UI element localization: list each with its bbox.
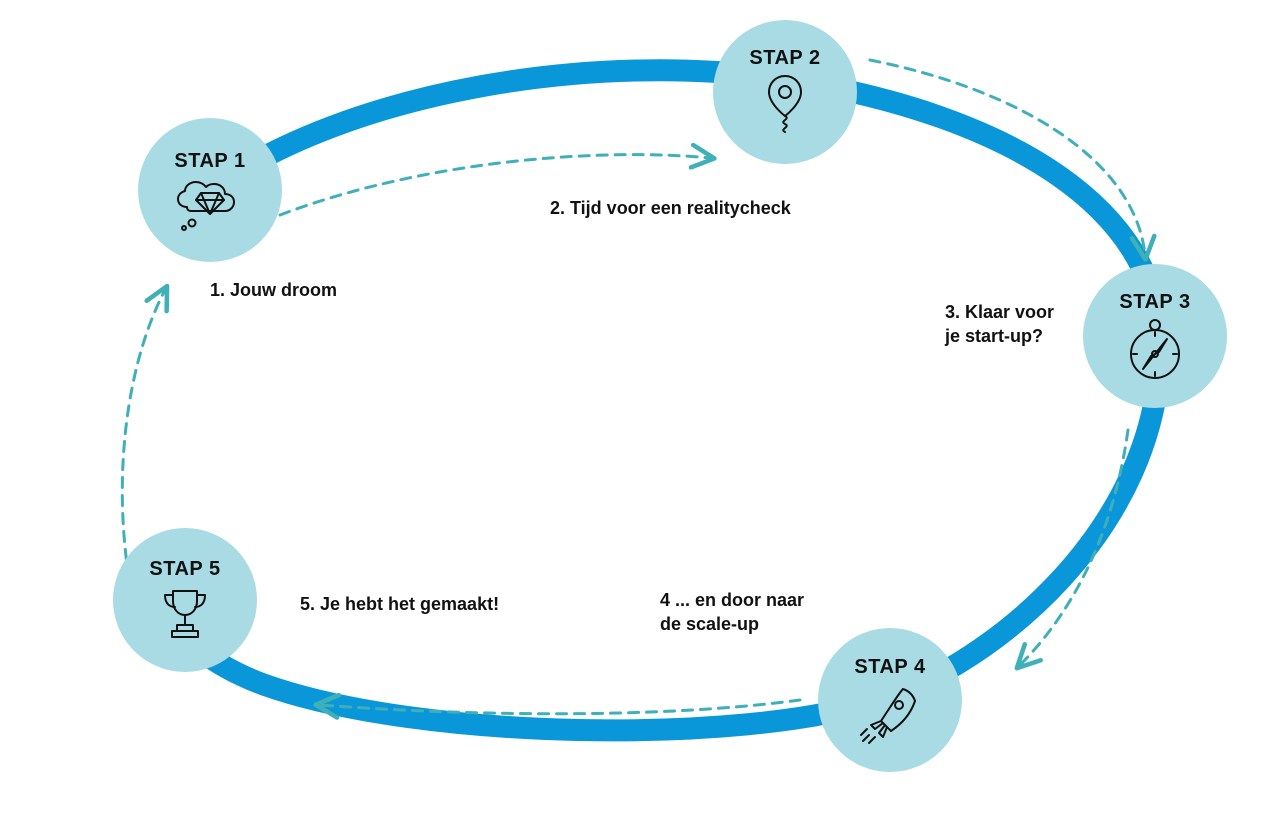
compass-icon (1126, 318, 1184, 382)
node-step3-title: STAP 3 (1119, 291, 1190, 314)
diagram-stage: STAP 1 STAP 2 (0, 0, 1279, 820)
node-step5: STAP 5 (113, 528, 257, 672)
node-step2: STAP 2 (713, 20, 857, 164)
node-step2-title: STAP 2 (749, 47, 820, 70)
pin-icon (762, 74, 808, 138)
ring-path (157, 70, 1160, 730)
caption-step2: 2. Tijd voor een realitycheck (550, 196, 791, 220)
trophy-icon (158, 585, 212, 643)
caption-step1: 1. Jouw droom (210, 278, 337, 302)
rocket-icon (859, 683, 921, 745)
node-step1-title: STAP 1 (174, 150, 245, 173)
node-step3: STAP 3 (1083, 264, 1227, 408)
node-step5-title: STAP 5 (149, 558, 220, 581)
node-step4: STAP 4 (818, 628, 962, 772)
dream-icon (175, 179, 245, 231)
caption-step3: 3. Klaar voor je start-up? (945, 300, 1054, 349)
node-step1: STAP 1 (138, 118, 282, 262)
caption-step4: 4 ... en door naar de scale-up (660, 588, 804, 637)
caption-step5: 5. Je hebt het gemaakt! (300, 592, 499, 616)
node-step4-title: STAP 4 (854, 656, 925, 679)
